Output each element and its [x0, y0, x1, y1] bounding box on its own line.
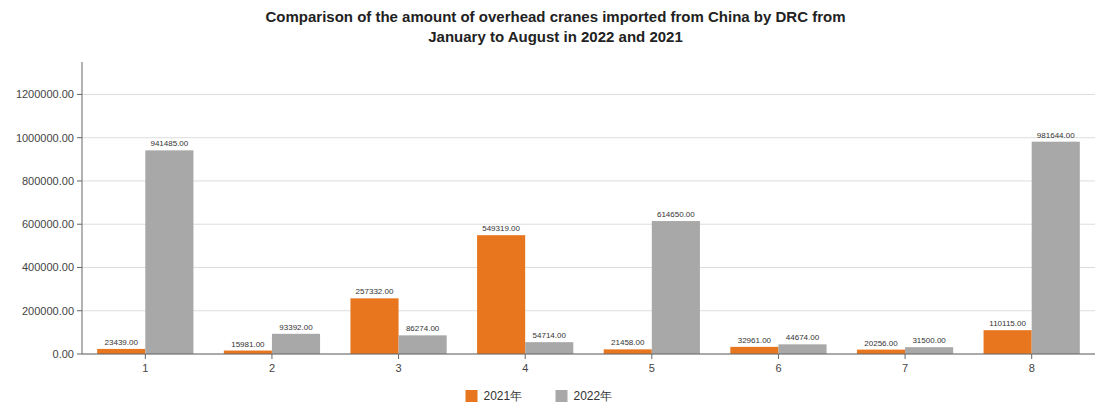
bar [477, 235, 525, 354]
x-tick-label: 5 [649, 362, 655, 374]
x-tick [1031, 354, 1032, 359]
y-tick-label: 200000.00 [22, 305, 74, 317]
data-label: 110115.00 [989, 319, 1026, 328]
x-tick-label: 2 [269, 362, 275, 374]
data-label: 86274.00 [406, 324, 440, 333]
data-label: 44674.00 [786, 333, 820, 342]
bar [652, 221, 700, 354]
y-tick [77, 180, 82, 181]
y-tick [77, 137, 82, 138]
legend-swatch [556, 390, 568, 402]
data-label: 614650.00 [657, 210, 695, 219]
title: Comparison of the amount of overhead cra… [265, 8, 845, 45]
bar [399, 335, 447, 354]
bar [604, 349, 652, 354]
legend-swatch [466, 390, 478, 402]
y-axis-line [82, 62, 83, 354]
data-label: 549319.00 [482, 224, 520, 233]
bar [272, 334, 320, 354]
bar [857, 350, 905, 354]
x-tick [778, 354, 779, 359]
data-label: 981644.00 [1037, 131, 1075, 140]
x-tick-label: 4 [522, 362, 528, 374]
y-tick [77, 354, 82, 355]
bar [1032, 142, 1080, 354]
chart: Comparison of the amount of overhead cra… [0, 0, 1111, 416]
bar [905, 347, 953, 354]
grid [82, 94, 1095, 354]
bar [350, 298, 398, 354]
data-label: 23439.00 [105, 338, 139, 347]
y-tick-label: 400000.00 [22, 261, 74, 273]
y-tick-label: 0.00 [53, 348, 74, 360]
grid-line [82, 224, 1095, 225]
data-label: 15981.00 [231, 340, 265, 349]
y-tick-label: 1000000.00 [16, 132, 74, 144]
y-tick-label: 800000.00 [22, 175, 74, 187]
grid-line [82, 267, 1095, 268]
bar [97, 349, 145, 354]
bar [778, 344, 826, 354]
data-label: 54714.00 [533, 331, 567, 340]
bar [145, 150, 193, 354]
data-label: 941485.00 [150, 139, 188, 148]
grid-line [82, 310, 1095, 311]
x-tick [271, 354, 272, 359]
x-tick [398, 354, 399, 359]
bar [525, 342, 573, 354]
bar [224, 351, 272, 354]
x-tick-label: 3 [396, 362, 402, 374]
data-label: 257332.00 [356, 287, 394, 296]
data-label: 93392.00 [279, 323, 313, 332]
title-line: January to August in 2022 and 2021 [428, 28, 683, 45]
legend-label: 2021年 [484, 389, 523, 403]
y-tick [77, 94, 82, 95]
grid-line [82, 354, 1095, 355]
y-tick-label: 1200000.00 [16, 88, 74, 100]
x-axis-line [82, 354, 1095, 355]
grid-line [82, 137, 1095, 138]
y-tick [77, 310, 82, 311]
x-tick [145, 354, 146, 359]
data-label: 32961.00 [738, 336, 772, 345]
data-label: 20256.00 [864, 339, 898, 348]
x-tick-label: 1 [142, 362, 148, 374]
legend-label: 2022年 [574, 389, 613, 403]
title-line: Comparison of the amount of overhead cra… [265, 8, 845, 25]
x-tick [525, 354, 526, 359]
x-tick-label: 8 [1029, 362, 1035, 374]
x-tick-label: 6 [775, 362, 781, 374]
y-tick [77, 224, 82, 225]
data-label: 31500.00 [912, 336, 946, 345]
bar [984, 330, 1032, 354]
bars [97, 142, 1080, 354]
data-label: 21458.00 [611, 338, 645, 347]
legend: 2021年 2022年 [466, 389, 613, 403]
x-tick-label: 7 [902, 362, 908, 374]
y-tick [77, 267, 82, 268]
grid-line [82, 180, 1095, 181]
bar [730, 347, 778, 354]
x-tick [905, 354, 906, 359]
x-tick [651, 354, 652, 359]
grid-line [82, 94, 1095, 95]
y-tick-label: 600000.00 [22, 218, 74, 230]
